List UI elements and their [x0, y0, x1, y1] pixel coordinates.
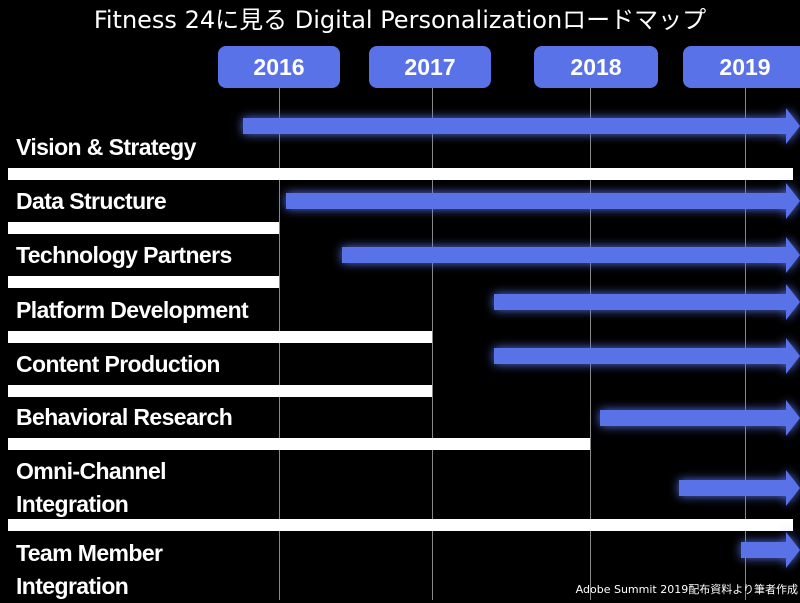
- arrow-data-structure: [286, 183, 800, 219]
- page-title: Fitness 24に見る Digital Personalizationロード…: [93, 6, 707, 34]
- row-bar-vision-strategy: [8, 168, 793, 180]
- year-header-2018: 2018: [534, 46, 658, 88]
- row-bar-content-production: [8, 385, 432, 397]
- year-header-2017: 2017: [369, 46, 491, 88]
- row-label-omni-channel-integration: Omni-Channel Integration: [16, 458, 167, 517]
- year-gridline-2018: [590, 88, 591, 600]
- row-label-team-member-integration: Team Member Integration: [16, 540, 163, 599]
- arrow-behavioral-research: [600, 400, 800, 436]
- row-bar-omni-channel-integration: [8, 519, 793, 531]
- arrow-omni-channel-integration: [679, 470, 800, 506]
- year-gridline-2016: [279, 88, 280, 600]
- row-label-content-production: Content Production: [16, 351, 220, 377]
- row-label-data-structure: Data Structure: [16, 188, 167, 214]
- year-gridline-2019: [745, 88, 746, 600]
- row-label-technology-partners: Technology Partners: [16, 242, 232, 268]
- year-gridline-2017: [432, 88, 433, 600]
- arrow-team-member-integration: [741, 532, 800, 568]
- arrow-vision-strategy: [243, 108, 800, 144]
- row-bar-technology-partners: [8, 276, 279, 288]
- row-label-vision-strategy: Vision & Strategy: [16, 134, 196, 160]
- arrow-platform-development: [494, 284, 800, 320]
- row-label-behavioral-research: Behavioral Research: [16, 404, 233, 430]
- arrow-content-production: [494, 338, 800, 374]
- arrow-technology-partners: [342, 237, 800, 273]
- row-label-platform-development: Platform Development: [16, 297, 249, 323]
- year-header-2016: 2016: [218, 46, 340, 88]
- row-bar-behavioral-research: [8, 438, 590, 450]
- row-bar-platform-development: [8, 331, 432, 343]
- row-bar-data-structure: [8, 222, 279, 234]
- source-credit: Adobe Summit 2019配布資料より筆者作成: [575, 583, 798, 596]
- year-header-2019: 2019: [683, 46, 800, 88]
